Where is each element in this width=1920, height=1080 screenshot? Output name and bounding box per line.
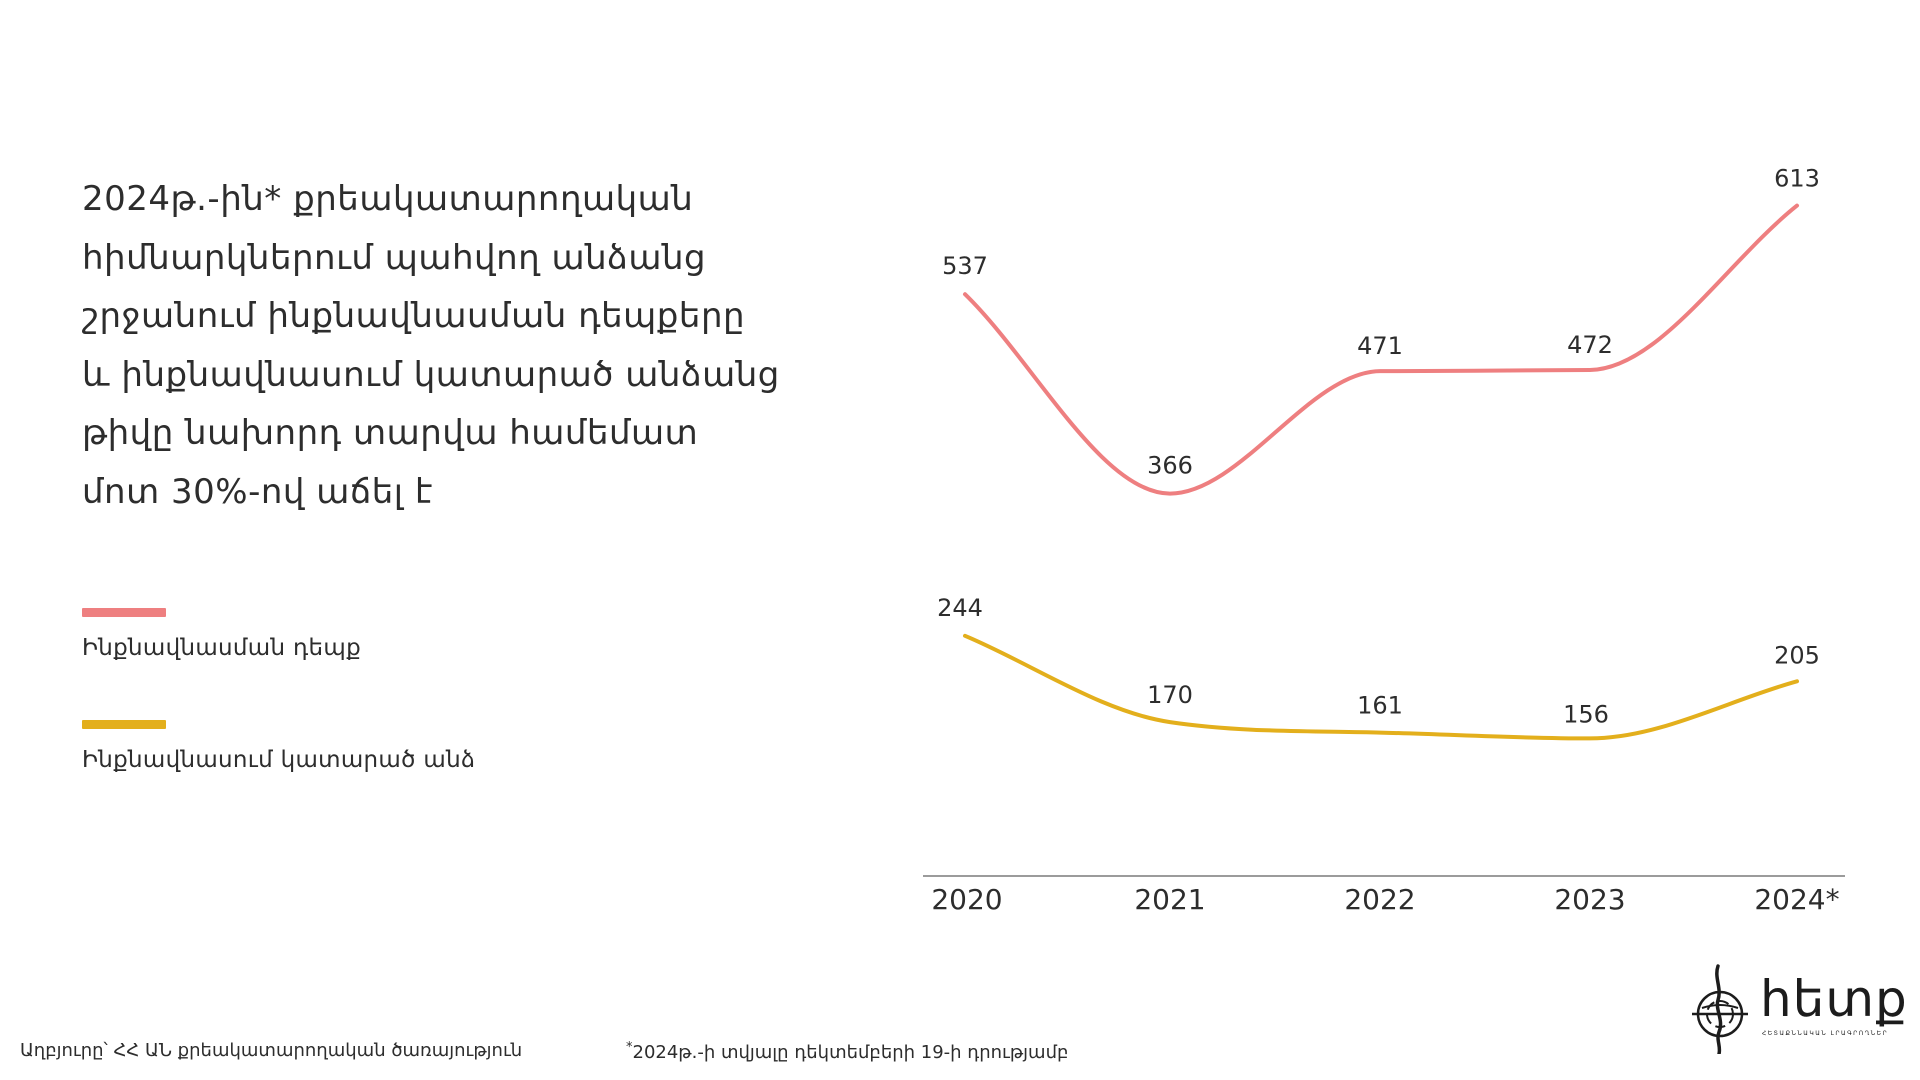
hetq-logo: հետք ՀԵՏԱՔՆՆԱԿԱՆ ԼՐԱԳՐՈՂՆԵՐ	[1688, 964, 1908, 1056]
series-line-self-harm-persons	[963, 633, 1799, 741]
headline: 2024թ.-ին* քրեակատարողական հիմնարկներում…	[82, 170, 822, 521]
data-label: 472	[1567, 331, 1613, 359]
data-label: 366	[1147, 452, 1193, 480]
hetq-logo-icon	[1692, 964, 1748, 1056]
headline-line: հիմնարկներում պահվող անձանց	[82, 237, 707, 278]
legend-label: Ինքնավնասում կատարած անձ	[82, 747, 476, 773]
source-note: Աղբյուրը՝ ՀՀ ԱՆ քրեակատարողական ծառայութ…	[20, 1040, 523, 1061]
legend-item-self-harm-cases: Ինքնավնասման դեպք	[82, 608, 361, 661]
legend-swatch	[82, 720, 166, 729]
x-tick-label: 2023	[1554, 883, 1625, 916]
legend-item-self-harm-persons: Ինքնավնասում կատարած անձ	[82, 720, 475, 773]
hetq-logo-text: հետք	[1760, 970, 1908, 1028]
footnote-text: 2024թ.-ի տվյալը դեկտեմբերի 19-ի դրությամ…	[632, 1042, 1069, 1063]
series-line-self-harm-cases	[963, 203, 1799, 496]
data-label: 156	[1563, 700, 1609, 728]
data-label: 244	[937, 594, 983, 622]
legend-swatch	[82, 608, 166, 617]
footnote: *2024թ.-ի տվյալը դեկտեմբերի 19-ի դրությա…	[626, 1040, 1068, 1063]
hetq-logo-subtitle: ՀԵՏԱՔՆՆԱԿԱՆ ԼՐԱԳՐՈՂՆԵՐ	[1762, 1030, 1889, 1037]
legend-label: Ինքնավնասման դեպք	[82, 635, 362, 661]
data-label: 161	[1357, 692, 1403, 720]
x-tick-label: 2020	[931, 883, 1002, 916]
headline-line: 2024թ.-ին* քրեակատարողական	[82, 179, 694, 219]
data-label: 170	[1147, 681, 1193, 709]
x-tick-label: 2021	[1134, 883, 1205, 916]
data-label: 613	[1774, 165, 1820, 193]
headline-line: շրջանում ինքնավնասման դեպքերը	[82, 296, 746, 336]
headline-line: մոտ 30%-ով աճել է	[82, 471, 433, 512]
data-label: 205	[1774, 641, 1820, 669]
footnote-mark: *	[626, 1040, 633, 1055]
x-tick-label: 2022	[1344, 883, 1415, 916]
data-label: 537	[942, 252, 988, 280]
data-label: 471	[1357, 332, 1403, 360]
headline-line: թիվը նախորդ տարվա համեմատ	[82, 413, 699, 453]
x-tick-label: 2024*	[1754, 883, 1839, 916]
headline-line: և ինքնավնասում կատարած անձանց	[82, 354, 780, 395]
